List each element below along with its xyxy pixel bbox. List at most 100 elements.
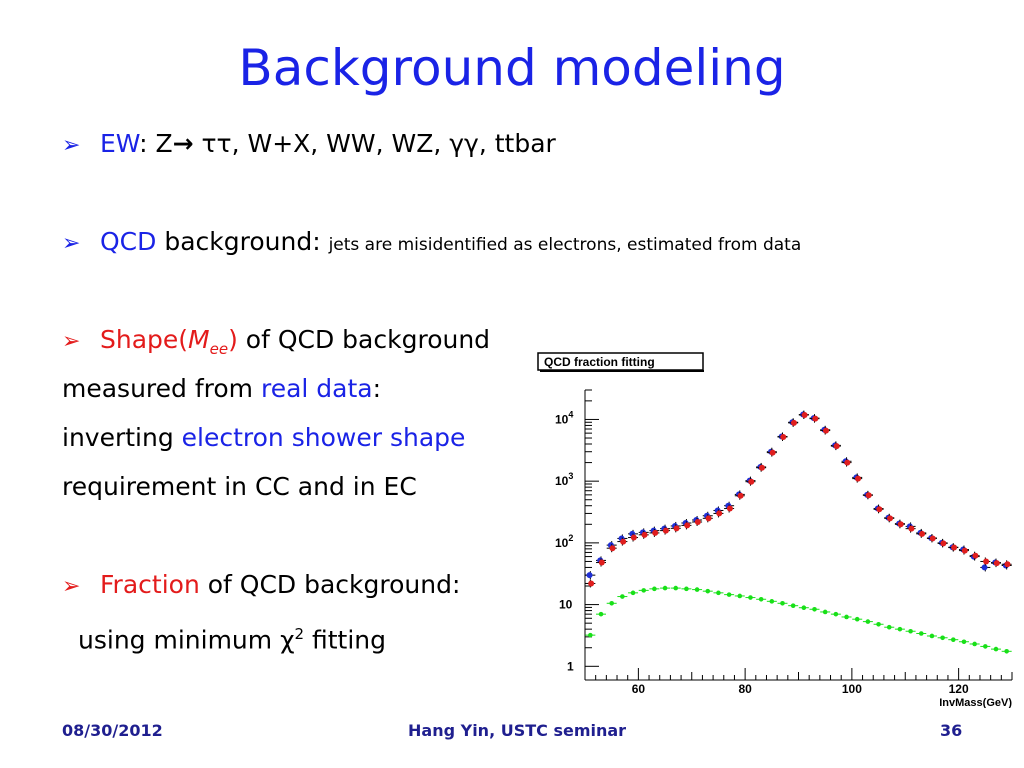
total-point	[937, 539, 948, 548]
total-point	[926, 534, 937, 543]
qcd-desc: jets are misidentified as electrons, est…	[328, 235, 802, 255]
bullet-ew: ➢ EW: Z→ ττ, W+X, WW, WZ, γγ, ttbar	[62, 128, 556, 162]
bullet-qcd: ➢ QCD background: jets are misidentified …	[62, 226, 801, 261]
qcd-label: QCD	[100, 227, 157, 256]
data-point	[585, 571, 596, 580]
ew-sep: :	[139, 129, 156, 158]
qcd-point	[670, 585, 681, 591]
total-point	[884, 514, 895, 523]
total-point	[745, 477, 756, 486]
qcd-point	[862, 619, 873, 624]
fraction-label: Fraction	[100, 570, 200, 599]
x-tick-label: 80	[738, 682, 752, 696]
qcd-point	[841, 614, 852, 620]
total-point	[873, 505, 884, 514]
footer-page-number: 36	[940, 721, 963, 740]
qcd-point	[1001, 649, 1012, 654]
arrow-bullet-icon: ➢	[62, 329, 81, 354]
total-point	[852, 474, 863, 483]
line-requirement: requirement in CC and in EC	[62, 472, 417, 501]
qcd-point	[894, 626, 905, 632]
arrow-bullet-icon: ➢	[62, 574, 81, 599]
total-point	[1001, 560, 1012, 569]
x-tick-label: 100	[842, 682, 862, 696]
total-point	[766, 448, 777, 457]
qcd-point	[713, 590, 724, 596]
line-measured: measured from real data:	[62, 374, 382, 403]
total-point	[660, 526, 671, 535]
line-chi2: using minimum χ2 fitting	[78, 625, 387, 655]
total-point	[713, 509, 724, 518]
y-tick-label: 103	[555, 471, 573, 488]
total-point	[905, 524, 916, 533]
total-point	[969, 551, 980, 560]
qcd-point	[724, 592, 735, 597]
qcd-point	[596, 611, 607, 617]
total-point	[894, 520, 905, 529]
right-arrow-icon: →	[172, 129, 194, 158]
qcd-point	[820, 609, 831, 615]
total-point	[734, 491, 745, 500]
qcd-fraction-chart: QCD fraction fitting 1 10 102 103 104 60 80 100…	[537, 352, 1013, 708]
qcd-point	[884, 624, 895, 630]
total-point	[649, 528, 660, 537]
qcd-point	[702, 588, 713, 594]
shape-rest: of QCD background	[237, 325, 491, 354]
total-point	[916, 529, 927, 538]
total-point	[596, 558, 607, 567]
qcd-point	[585, 632, 596, 638]
qcd-point	[777, 600, 788, 606]
qcd-point	[958, 639, 969, 645]
qcd-point	[873, 621, 884, 627]
chart-title: QCD fraction fitting	[544, 355, 655, 369]
line-inverting: inverting electron shower shape	[62, 423, 466, 452]
qcd-point	[788, 603, 799, 608]
qcd-point	[756, 596, 767, 602]
qcd-point	[766, 599, 777, 604]
total-point	[958, 546, 969, 555]
qcd-point	[916, 631, 927, 636]
qcd-point	[681, 586, 692, 592]
qcd-point	[734, 593, 745, 599]
qcd-point	[649, 586, 660, 592]
ew-label: EW	[100, 129, 140, 158]
qcd-point	[852, 616, 863, 622]
total-point	[777, 432, 788, 441]
x-axis-label: InvMass(GeV)	[939, 697, 1012, 708]
total-point	[670, 524, 681, 533]
total-point	[585, 579, 596, 588]
total-point	[638, 530, 649, 539]
qcd-word: background:	[156, 227, 329, 256]
x-tick-label: 120	[949, 682, 969, 696]
total-point	[830, 442, 841, 451]
qcd-point	[692, 587, 703, 592]
qcd-point	[809, 606, 820, 612]
bullet-fraction: ➢ Fraction of QCD background:	[62, 569, 460, 603]
ew-list: ττ, W+X, WW, WZ, γγ, ttbar	[193, 129, 556, 158]
qcd-point	[948, 637, 959, 642]
qcd-point	[745, 595, 756, 600]
y-tick-label: 10	[559, 598, 573, 612]
total-point	[617, 537, 628, 546]
y-tick-label: 1	[567, 659, 574, 673]
slide-title: Background modeling	[238, 39, 786, 97]
total-point	[788, 418, 799, 427]
fraction-rest: of QCD background:	[199, 570, 461, 599]
x-tick-label: 60	[632, 682, 646, 696]
qcd-point	[830, 611, 841, 617]
qcd-point	[990, 646, 1001, 652]
total-point	[948, 543, 959, 552]
total-point	[628, 533, 639, 542]
qcd-point	[980, 644, 991, 649]
footer-date: 08/30/2012	[62, 721, 163, 740]
qcd-point	[926, 633, 937, 639]
qcd-point	[969, 641, 980, 647]
total-point	[724, 504, 735, 513]
total-point	[692, 517, 703, 526]
qcd-point	[798, 605, 809, 611]
total-point	[841, 458, 852, 467]
qcd-point	[660, 585, 671, 591]
bullet-shape: ➢ Shape(Mee) of QCD background	[62, 324, 490, 365]
qcd-point	[617, 594, 628, 599]
qcd-point	[638, 588, 649, 593]
